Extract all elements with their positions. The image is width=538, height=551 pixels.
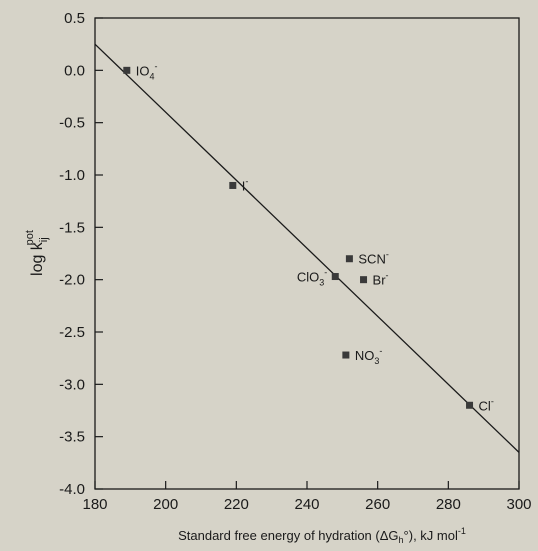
point-label: IO4- <box>136 61 158 81</box>
data-point <box>345 255 353 263</box>
fit-line <box>94 43 520 453</box>
x-tick-label: 300 <box>506 496 531 513</box>
y-tick-label: -1.0 <box>59 167 85 184</box>
point-label: NO3- <box>355 346 383 366</box>
y-axis-label: log kijpot <box>24 230 50 276</box>
x-axis-label-sub: h <box>399 535 404 545</box>
point-label: Br- <box>373 271 389 288</box>
x-axis-label: Standard free energy of hydration (ΔGh°)… <box>178 526 466 545</box>
point-label: Cl- <box>479 396 494 413</box>
y-tick-label: 0.5 <box>64 10 85 27</box>
axis-ticks: 180 200 220 240 260 280 300 0.5 0.0 -0.5 -1.0 -1.5 -… <box>59 10 531 513</box>
x-tick-label: 180 <box>82 496 107 513</box>
data-point <box>342 351 350 359</box>
y-tick-label: -4.0 <box>59 481 85 498</box>
y-tick-label: -0.5 <box>59 115 85 132</box>
y-tick-label: -3.0 <box>59 376 85 393</box>
data-point <box>466 401 474 409</box>
x-tick-label: 260 <box>365 496 390 513</box>
x-tick-label: 280 <box>436 496 461 513</box>
y-tick-label: -3.5 <box>59 429 85 446</box>
y-tick-label: -2.0 <box>59 272 85 289</box>
y-axis-label-sup: pot <box>24 230 36 245</box>
x-tick-label: 200 <box>153 496 178 513</box>
y-tick-label: -1.5 <box>59 219 85 236</box>
x-tick-label: 240 <box>294 496 319 513</box>
y-axis-label-sub: ij <box>38 237 50 242</box>
x-axis-label-sup: -1 <box>458 526 466 536</box>
y-tick-label: 0.0 <box>64 62 85 79</box>
plot-area <box>94 17 520 490</box>
point-label: ClO3- <box>297 268 327 288</box>
x-axis-label-rest: °), kJ mol <box>404 528 458 543</box>
y-axis-label-main: log k <box>29 241 46 276</box>
x-tick-label: 220 <box>224 496 249 513</box>
fit-line-layer <box>94 43 520 453</box>
data-point <box>123 66 131 74</box>
x-axis-label-main: Standard free energy of hydration (ΔG <box>178 528 398 543</box>
y-tick-label: -2.5 <box>59 324 85 341</box>
data-point <box>229 181 237 189</box>
data-points: IO4- I- SCN- ClO3- Br- NO3- Cl- <box>123 61 494 413</box>
point-label: SCN- <box>358 250 388 267</box>
point-label: I- <box>242 176 249 193</box>
data-point <box>360 276 368 284</box>
data-point <box>331 273 339 281</box>
